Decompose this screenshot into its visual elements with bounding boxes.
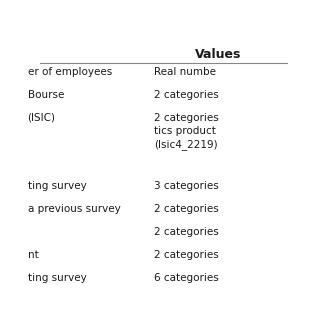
Text: a previous survey: a previous survey — [28, 204, 120, 214]
Text: 3 categories: 3 categories — [154, 181, 219, 191]
Text: (ISIC): (ISIC) — [28, 113, 56, 123]
Text: ting survey: ting survey — [28, 181, 86, 191]
Text: 2 categories: 2 categories — [154, 204, 219, 214]
Text: Bourse: Bourse — [28, 90, 64, 100]
Text: nt: nt — [28, 250, 38, 260]
Text: Real numbe: Real numbe — [154, 67, 216, 77]
Text: 6 categories: 6 categories — [154, 273, 219, 283]
Text: 2 categories: 2 categories — [154, 227, 219, 237]
Text: ting survey: ting survey — [28, 273, 86, 283]
Text: er of employees: er of employees — [28, 67, 112, 77]
Text: Values: Values — [196, 48, 242, 61]
Text: 2 categories: 2 categories — [154, 90, 219, 100]
Text: 2 categories
tics product
(Isic4_2219): 2 categories tics product (Isic4_2219) — [154, 113, 219, 150]
Text: 2 categories: 2 categories — [154, 250, 219, 260]
